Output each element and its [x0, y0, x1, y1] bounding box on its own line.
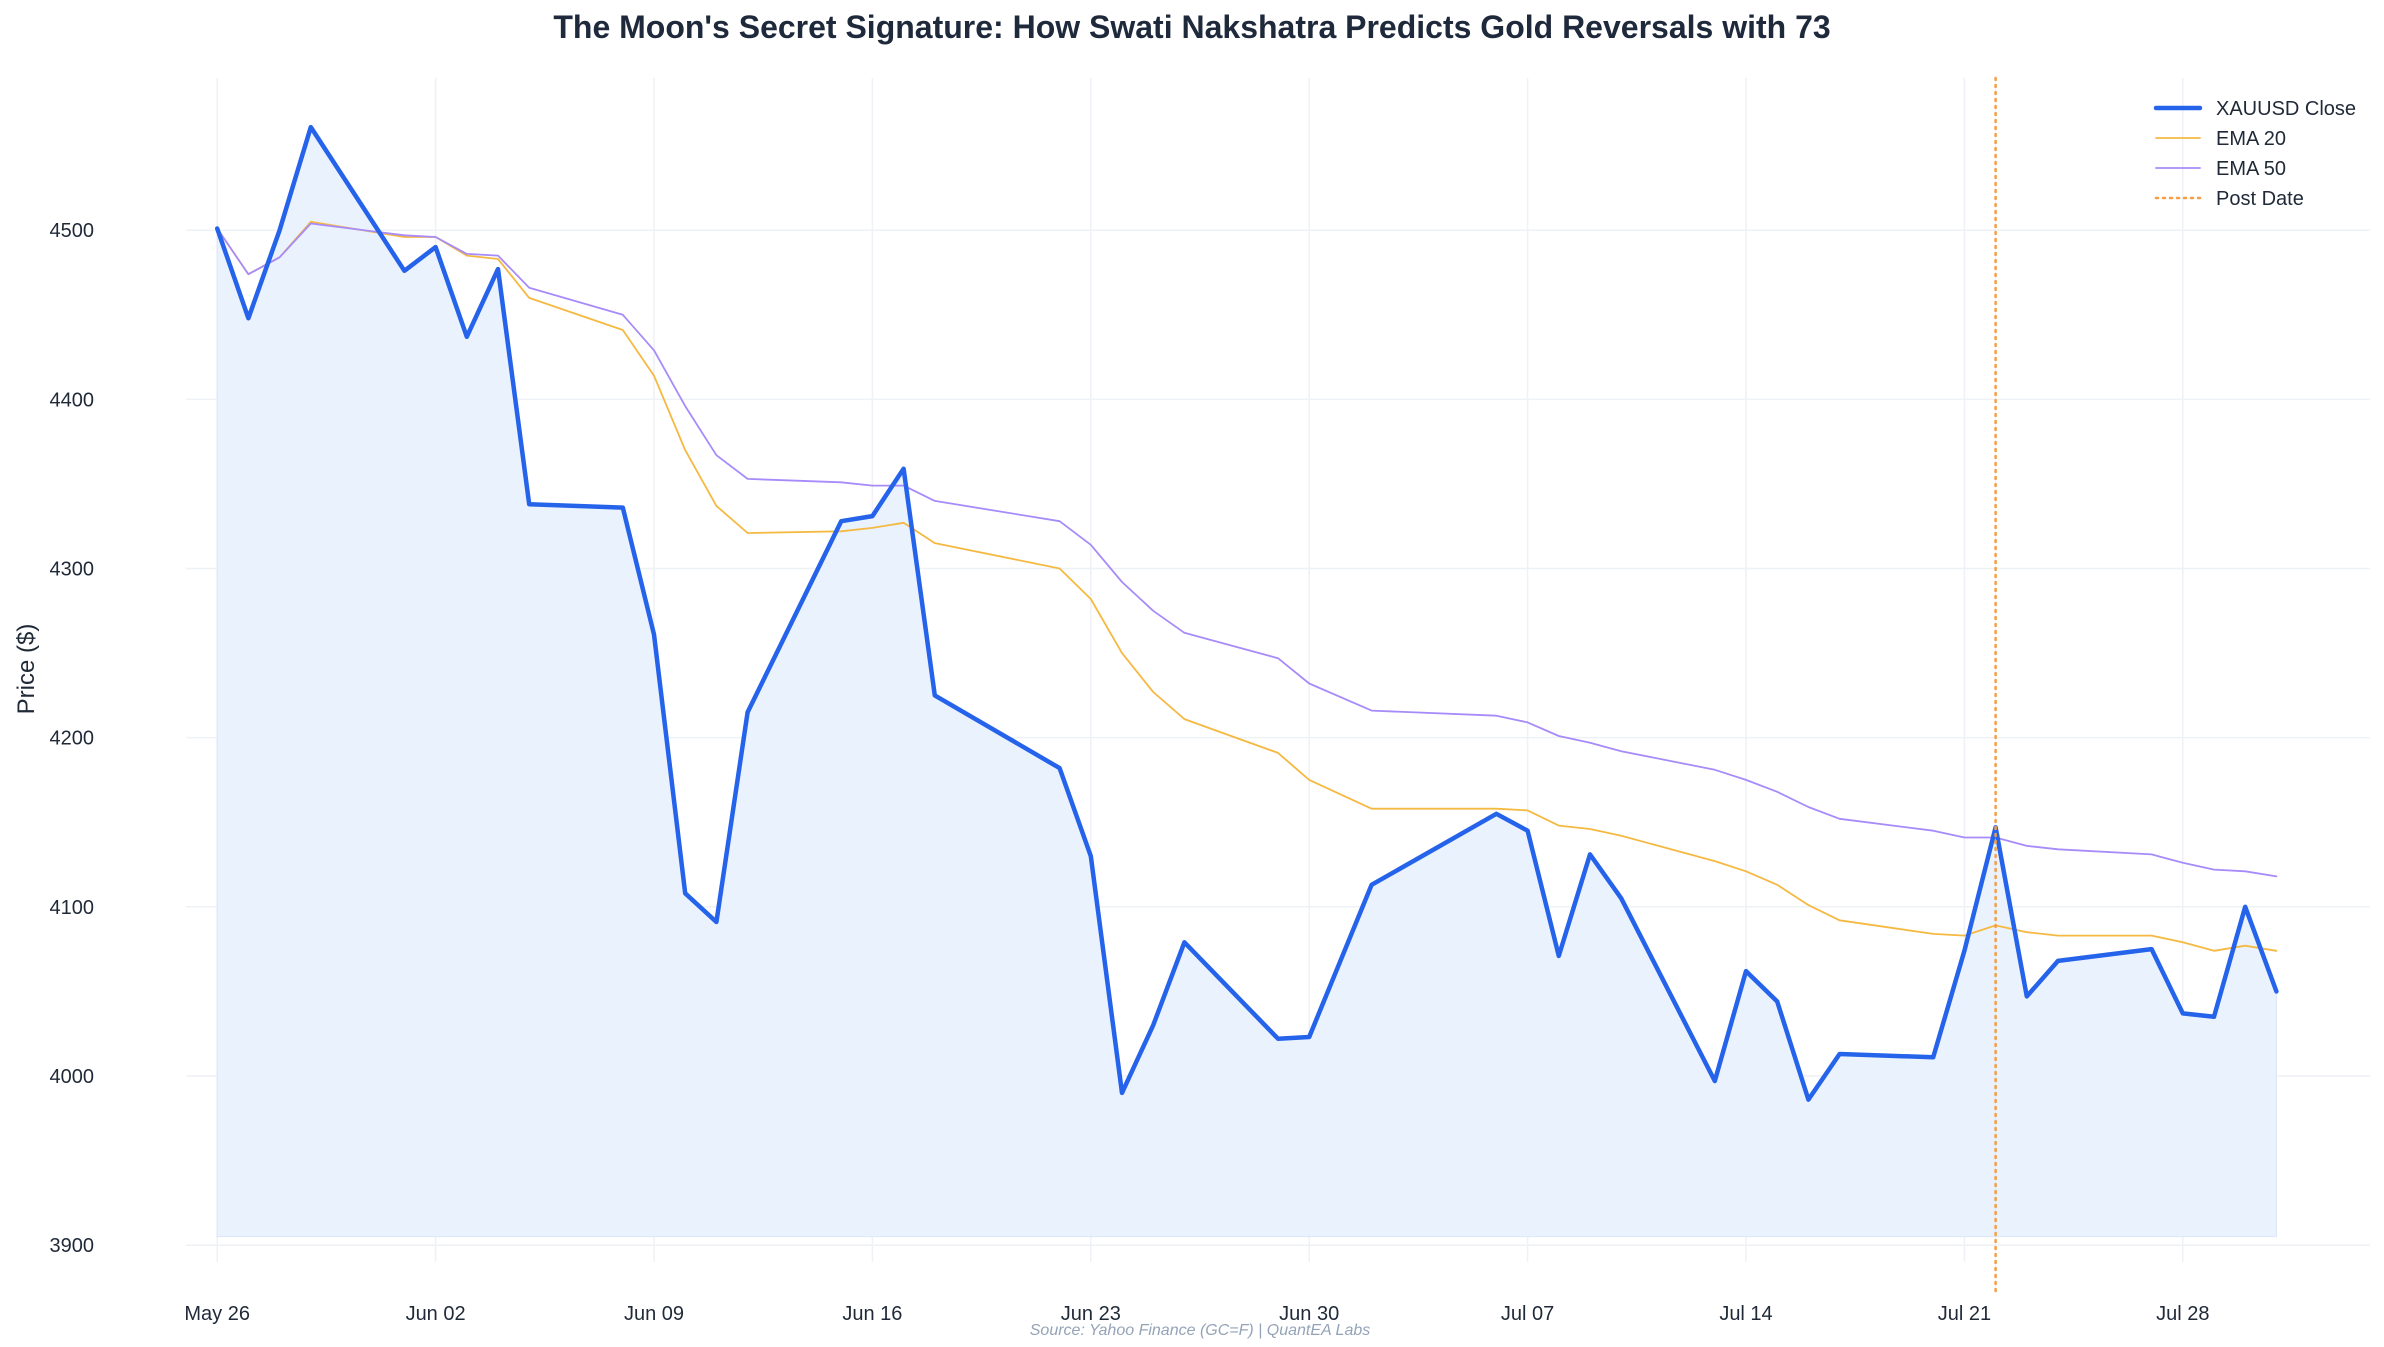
x-tick-label: Jul 21: [1938, 1303, 1991, 1325]
y-axis: 3900 4000 4100 4200 4300 4400 4500: [50, 220, 95, 1257]
series-line-ema-20: [216, 220, 2278, 952]
series-line-ema-50: [216, 222, 2278, 878]
x-tick-label: Jul 07: [1501, 1303, 1554, 1325]
legend-label: EMA 50: [2216, 158, 2286, 180]
x-tick-label: Jul 14: [1719, 1303, 1772, 1325]
x-tick-label: Jul 28: [2156, 1303, 2209, 1325]
legend-label: XAUUSD Close: [2216, 98, 2356, 120]
x-tick-label: Jun 30: [1279, 1303, 1339, 1325]
x-axis: May 26 Jun 02 Jun 09 Jun 16 Jun 23 Jun 30 Jul …: [184, 1303, 2209, 1325]
x-tick-label: Jun 16: [842, 1303, 902, 1325]
x-tick-label: May 26: [184, 1303, 250, 1325]
y-tick-label: 4200: [50, 728, 95, 750]
legend-label: EMA 20: [2216, 128, 2286, 150]
y-axis-title: Price ($): [13, 624, 40, 715]
y-tick-label: 4500: [50, 220, 95, 242]
legend: XAUUSD Close EMA 20 EMA 50 Post Date: [2153, 98, 2356, 210]
source-note: Source: Yahoo Finance (GC=F) | QuantEA L…: [1030, 1322, 1370, 1339]
x-tick-label: Jun 23: [1061, 1303, 1121, 1325]
y-tick-label: 4400: [50, 389, 95, 411]
y-tick-label: 4100: [50, 897, 95, 919]
x-tick-label: Jun 02: [406, 1303, 466, 1325]
x-tick-label: Jun 09: [624, 1303, 684, 1325]
y-tick-label: 4000: [50, 1066, 95, 1088]
y-tick-label: 3900: [50, 1235, 95, 1257]
series-line-xauusd-close: [214, 124, 2279, 1102]
chart-title: The Moon's Secret Signature: How Swati N…: [553, 9, 1830, 45]
legend-label: Post Date: [2216, 188, 2304, 210]
series-lines: [214, 124, 2279, 1102]
y-tick-label: 4300: [50, 559, 95, 581]
